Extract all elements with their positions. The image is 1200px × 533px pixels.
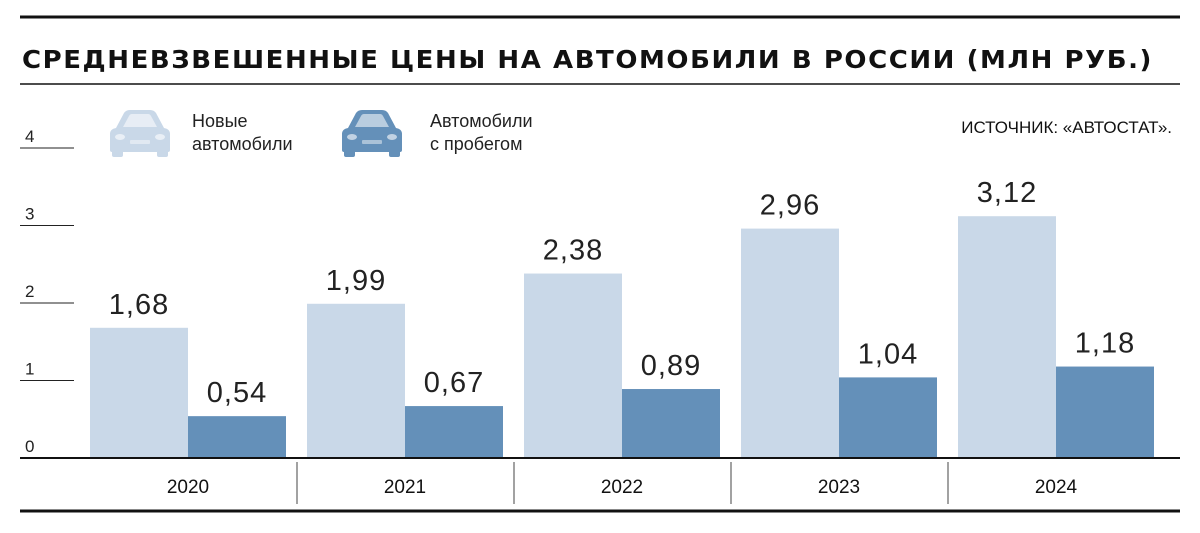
- car-grille: [130, 140, 150, 144]
- x-tick-label: 2020: [167, 477, 209, 498]
- bar: [188, 416, 286, 458]
- y-tick-label: 3: [25, 205, 34, 224]
- y-tick-label: 1: [25, 360, 34, 379]
- x-tick-label: 2023: [818, 477, 860, 498]
- bar: [741, 228, 839, 458]
- chart-title: СРЕДНЕВЗВЕШЕННЫЕ ЦЕНЫ НА АВТОМОБИЛИ В РО…: [22, 45, 1153, 74]
- data-label: 2,38: [543, 235, 603, 267]
- y-tick-label: 4: [25, 127, 34, 146]
- bar: [958, 216, 1056, 458]
- legend-label: с пробегом: [430, 134, 522, 154]
- y-tick-label: 0: [25, 437, 34, 456]
- x-axis: 2020 2021 2022 2023 2024: [167, 462, 1078, 504]
- car-wheel: [389, 150, 400, 157]
- bar: [307, 303, 405, 458]
- data-labels: 1,68 0,54 1,99 0,67 2,38 0,89 2,96 1,04 3,12 1,18: [109, 177, 1135, 409]
- legend: Новые автомобили Автомобили с пробегом: [110, 110, 533, 157]
- legend-label: Автомобили: [430, 111, 533, 131]
- bar: [90, 327, 188, 458]
- bar: [405, 406, 503, 458]
- legend-item: Новые автомобили: [110, 110, 293, 157]
- bar: [622, 389, 720, 458]
- bar: [524, 273, 622, 458]
- x-tick-label: 2024: [1035, 477, 1078, 498]
- legend-label: автомобили: [192, 134, 293, 154]
- car-icon: [110, 110, 170, 157]
- car-headlight: [115, 134, 125, 140]
- legend-item: Автомобили с пробегом: [342, 110, 533, 157]
- data-label: 1,99: [326, 265, 386, 297]
- car-grille: [362, 140, 382, 144]
- car-headlight: [347, 134, 357, 140]
- data-label: 2,96: [760, 190, 820, 222]
- car-wheel: [112, 150, 123, 157]
- car-wheel: [344, 150, 355, 157]
- y-tick-label: 2: [25, 282, 34, 301]
- data-label: 0,54: [207, 377, 267, 409]
- legend-label: Новые: [192, 111, 248, 131]
- car-windshield: [123, 114, 157, 127]
- data-label: 1,18: [1075, 328, 1135, 360]
- data-label: 3,12: [977, 177, 1037, 209]
- bar: [839, 377, 937, 458]
- data-label: 1,04: [858, 338, 918, 370]
- bars: [90, 216, 1154, 458]
- car-icon: [342, 110, 402, 157]
- y-axis: 0 1 2 3 4: [20, 127, 74, 456]
- car-headlight: [387, 134, 397, 140]
- x-tick-label: 2022: [601, 477, 643, 498]
- data-label: 0,67: [424, 367, 484, 399]
- x-tick-label: 2021: [384, 477, 426, 498]
- car-windshield: [355, 114, 389, 127]
- car-body: [342, 110, 402, 152]
- source-note: ИСТОЧНИК: «АВТОСТАТ».: [961, 118, 1172, 137]
- data-label: 0,89: [641, 350, 701, 382]
- car-body: [110, 110, 170, 152]
- bar: [1056, 366, 1154, 458]
- car-wheel: [157, 150, 168, 157]
- data-label: 1,68: [109, 289, 169, 321]
- car-headlight: [155, 134, 165, 140]
